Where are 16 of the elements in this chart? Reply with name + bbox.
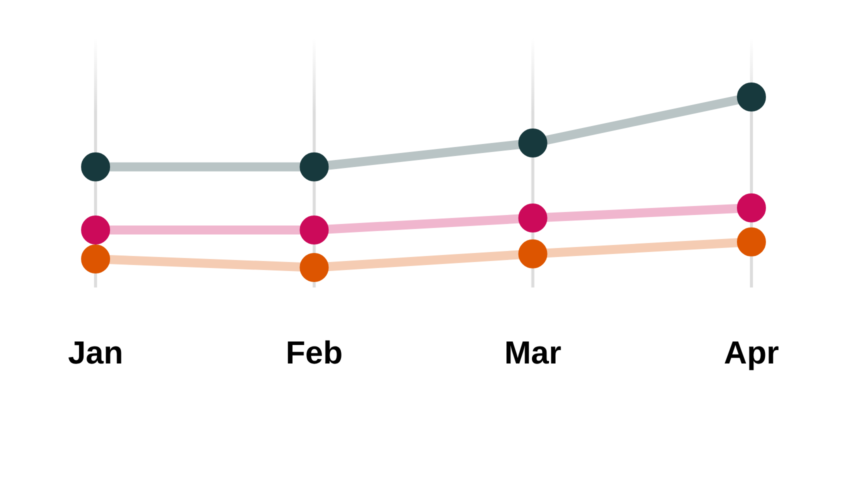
point [81,215,110,244]
point [81,244,110,274]
x-tick-label: Apr [724,334,779,371]
point [518,128,548,158]
point [81,152,110,182]
point [300,152,329,182]
point [300,253,329,282]
point [518,204,548,233]
x-tick-label: Jan [68,334,124,371]
point [736,227,766,256]
point [736,193,766,222]
x-tick-label: Mar [504,334,562,371]
point [736,82,766,112]
x-tick-label: Feb [286,334,343,371]
point [300,215,329,244]
point [518,239,548,268]
